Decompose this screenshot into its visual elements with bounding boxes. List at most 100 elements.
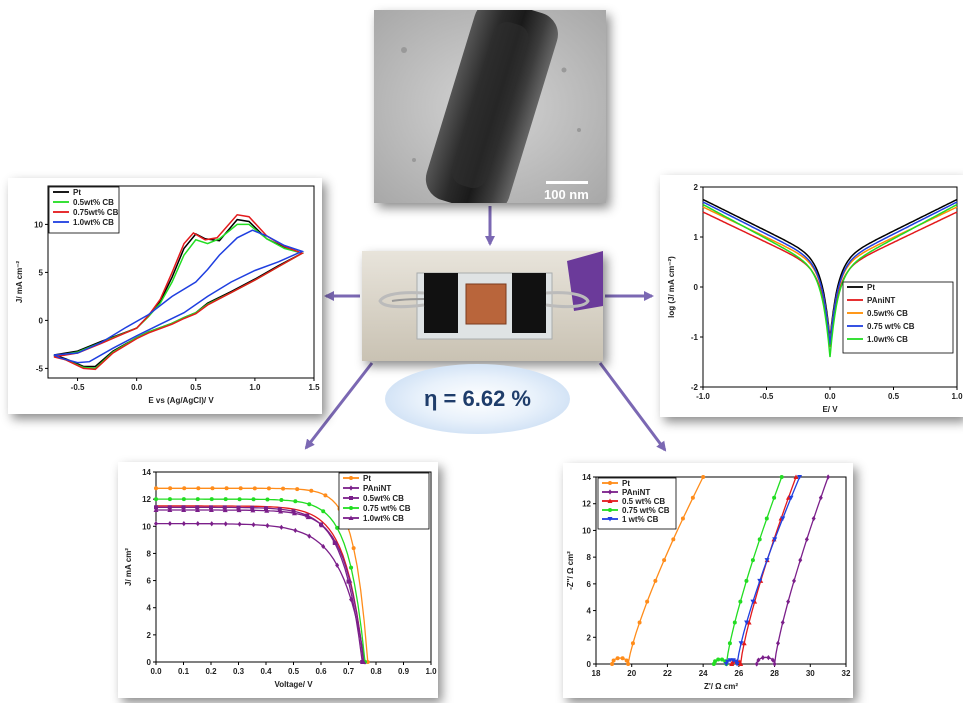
- eis-series-line: [756, 476, 829, 665]
- data-point: [797, 475, 803, 480]
- jv-chart: 0.0 0.1 0.2 0.3 0.4 0.5 0.6 0.7 0.8 0.9 1.0 0 2 4 6 8 10…: [124, 468, 437, 689]
- data-point: [209, 505, 213, 510]
- data-point: [252, 486, 257, 491]
- x-tick-label: 28: [770, 669, 779, 678]
- y-tick-label: 0: [147, 658, 152, 667]
- legend-entry: 0.75 wt% CB: [867, 322, 915, 331]
- data-point: [349, 496, 353, 500]
- data-point: [811, 515, 816, 522]
- data-point: [335, 525, 340, 530]
- data-point: [265, 497, 270, 502]
- data-point: [293, 499, 298, 504]
- x-tick-label: 0.5: [288, 667, 300, 676]
- data-point: [626, 662, 631, 666]
- jv-series-line: [156, 522, 366, 663]
- data-point: [251, 497, 256, 502]
- data-point: [734, 662, 740, 667]
- tafel-chart-panel: -1.0 -0.5 0.0 0.5 1.0 -2 -1 0 1 2 E/ V log (J/ mA c…: [660, 175, 963, 417]
- x-tick-label: 0.2: [205, 667, 217, 676]
- data-point: [349, 506, 353, 510]
- data-point: [804, 536, 809, 542]
- data-point: [750, 558, 755, 563]
- data-point: [154, 497, 158, 502]
- data-point: [607, 517, 613, 522]
- data-point: [720, 657, 725, 662]
- legend-box: [842, 281, 954, 354]
- jv-series-line: [156, 498, 366, 663]
- data-point: [754, 661, 759, 667]
- plot-frame: [595, 476, 847, 665]
- data-point: [195, 497, 200, 502]
- y-axis-label: J/ mA cm²: [124, 548, 133, 586]
- legend-entry: Pt: [73, 188, 81, 197]
- legend-entry: PAniNT: [622, 488, 650, 497]
- x-tick-label: 32: [842, 669, 851, 678]
- scale-bar-label: 100 nm: [544, 187, 589, 202]
- data-point: [209, 521, 214, 527]
- data-point: [305, 514, 311, 520]
- y-tick-label: 10: [142, 522, 151, 531]
- data-point: [772, 495, 777, 500]
- legend-entry: 0.75wt% CB: [73, 208, 119, 217]
- data-point: [818, 495, 823, 501]
- data-point: [786, 599, 791, 605]
- y-tick-label: -1: [691, 333, 699, 342]
- data-point: [167, 507, 173, 513]
- y-axis-label: J/ mA cm⁻²: [15, 261, 24, 303]
- y-tick-label: -2: [691, 383, 699, 392]
- data-point: [788, 495, 794, 501]
- data-point: [798, 557, 803, 563]
- data-point: [645, 599, 650, 604]
- data-point: [195, 507, 201, 513]
- data-point: [309, 488, 314, 493]
- data-point: [295, 487, 300, 492]
- data-point: [744, 620, 750, 625]
- legend-entry: 1 wt% CB: [622, 515, 659, 524]
- data-point: [764, 516, 769, 521]
- eis-series-line: [725, 476, 801, 665]
- data-point: [278, 509, 284, 514]
- data-point: [154, 520, 158, 527]
- data-point: [307, 502, 312, 507]
- x-tick-label: -0.5: [760, 392, 774, 401]
- data-point: [608, 508, 612, 512]
- y-tick-label: 12: [142, 495, 151, 504]
- arrow-to-jv: [304, 362, 374, 450]
- x-tick-label: 1.0: [951, 392, 963, 401]
- data-point: [760, 655, 765, 661]
- data-point: [181, 521, 186, 527]
- data-point: [167, 520, 172, 527]
- data-point: [210, 486, 215, 491]
- data-point: [238, 486, 243, 491]
- data-point: [154, 486, 158, 491]
- cv-chart-panel: -0.5 0.0 0.5 1.0 1.5 -5 0 5 10 E vs (Ag/AgCl)/ V J…: [8, 178, 322, 414]
- cv-chart: -0.5 0.0 0.5 1.0 1.5 -5 0 5 10 E vs (Ag/AgCl)/ V J…: [15, 185, 320, 405]
- jv-series-line: [156, 506, 363, 663]
- data-point: [223, 521, 228, 527]
- x-tick-label: 30: [806, 669, 815, 678]
- data-point: [630, 641, 635, 646]
- data-point: [615, 656, 620, 661]
- y-tick-label: 5: [39, 268, 44, 277]
- x-tick-label: 1.0: [425, 667, 437, 676]
- x-tick-label: 0.5: [190, 383, 202, 392]
- y-tick-label: 12: [582, 500, 591, 509]
- y-tick-label: 6: [587, 580, 592, 589]
- data-point: [333, 540, 339, 545]
- jv-overlay-line: [156, 505, 365, 663]
- data-point: [305, 513, 310, 518]
- legend-entry: 0.75 wt% CB: [363, 504, 411, 513]
- data-point: [281, 486, 286, 491]
- legend-box: [48, 186, 120, 234]
- legend-entry: PAniNT: [363, 484, 391, 493]
- x-tick-label: 0.8: [370, 667, 382, 676]
- data-point: [277, 507, 282, 512]
- x-tick-label: 0.0: [824, 392, 836, 401]
- data-point: [607, 498, 613, 503]
- data-point: [716, 657, 721, 662]
- data-point: [733, 659, 739, 665]
- legend-entry: Pt: [622, 479, 630, 488]
- x-tick-label: 0.0: [150, 667, 162, 676]
- data-point: [168, 486, 173, 491]
- data-point: [236, 505, 241, 510]
